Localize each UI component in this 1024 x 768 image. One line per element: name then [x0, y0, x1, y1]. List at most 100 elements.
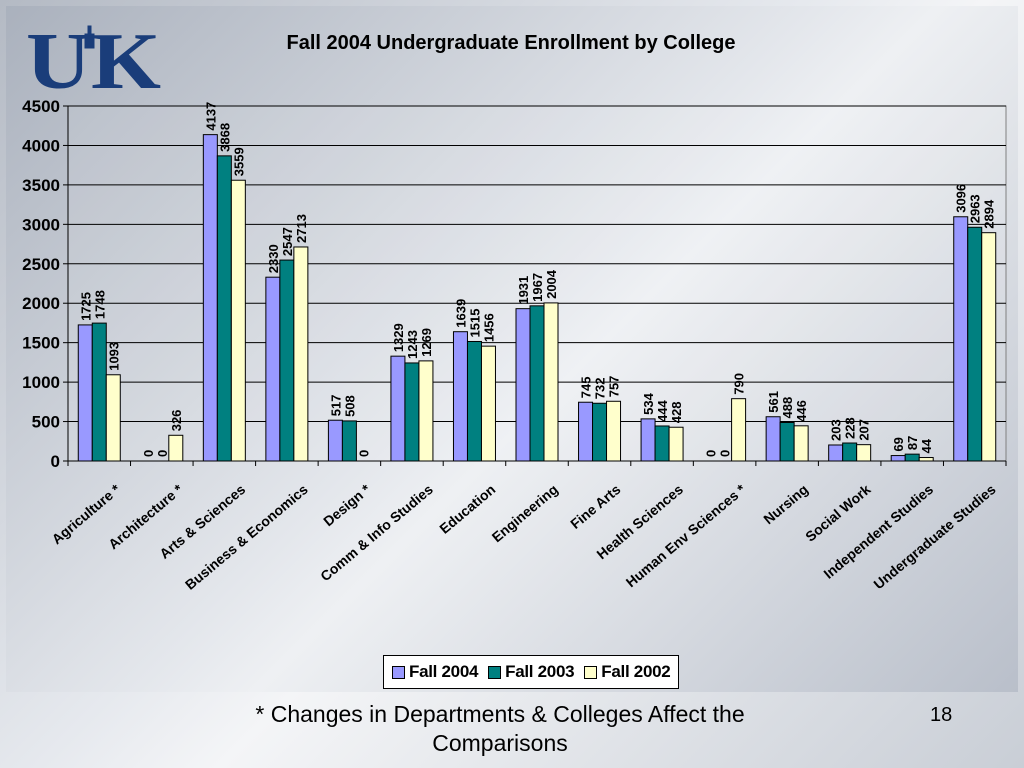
- x-tick-label: Human Env Sciences *: [623, 481, 749, 591]
- bar: [654, 425, 670, 462]
- data-label: 1515: [467, 309, 482, 338]
- bar: [529, 305, 545, 462]
- bar: [640, 418, 656, 462]
- legend-label: Fall 2004: [409, 662, 479, 681]
- y-tick-label: 1500: [22, 334, 60, 353]
- data-label: 444: [655, 400, 670, 422]
- bar: [890, 455, 906, 462]
- bar: [279, 259, 295, 462]
- y-tick-label: 500: [32, 413, 60, 432]
- data-label: 488: [780, 397, 795, 419]
- data-label: 1931: [516, 276, 531, 305]
- uk-logo: UK: [26, 24, 161, 94]
- bar: [592, 402, 608, 462]
- enrollment-chart: Fall 2004 Undergraduate Enrollment by Co…: [22, 32, 1007, 593]
- data-label: 87: [905, 436, 920, 450]
- bar: [981, 232, 997, 462]
- bar: [543, 302, 559, 462]
- data-label: 2547: [280, 227, 295, 256]
- page-number: 18: [930, 704, 953, 726]
- data-label: 534: [641, 392, 656, 414]
- data-label: 508: [342, 395, 357, 417]
- data-label: 0: [155, 450, 170, 457]
- legend-label: Fall 2003: [505, 662, 575, 681]
- y-tick-label: 0: [51, 452, 60, 471]
- data-label: 0: [141, 450, 156, 457]
- bar: [341, 420, 357, 462]
- data-label: 745: [579, 377, 594, 399]
- data-label: 790: [732, 373, 747, 395]
- y-tick-label: 1000: [22, 373, 60, 392]
- chart-title: Fall 2004 Undergraduate Enrollment by Co…: [286, 32, 735, 54]
- bar: [390, 355, 406, 462]
- bar: [578, 401, 594, 462]
- bar: [856, 444, 872, 462]
- data-label: 1967: [530, 273, 545, 302]
- bar: [452, 331, 468, 462]
- legend-label: Fall 2002: [601, 662, 671, 681]
- legend-item: Fall 2003: [488, 662, 575, 682]
- data-label: 1093: [106, 342, 121, 371]
- bar: [668, 426, 684, 462]
- bar: [515, 308, 531, 462]
- data-label: 757: [607, 376, 622, 398]
- legend-swatch: [488, 665, 502, 679]
- bar: [967, 226, 983, 462]
- bar: [404, 362, 420, 462]
- data-label: 3559: [231, 147, 246, 176]
- bar: [842, 442, 858, 462]
- bar: [793, 425, 809, 462]
- y-tick-label: 2500: [22, 255, 60, 274]
- data-label: 561: [766, 391, 781, 413]
- data-label: 732: [593, 378, 608, 400]
- data-label: 3096: [954, 184, 969, 213]
- chart-area: Fall 2004 Undergraduate Enrollment by Co…: [6, 6, 1018, 692]
- data-label: 207: [857, 419, 872, 441]
- x-tick-label: Engineering: [489, 481, 561, 545]
- bar: [828, 444, 844, 462]
- bar: [77, 324, 93, 462]
- y-tick-label: 4000: [22, 136, 60, 155]
- x-tick-label: Business & Economics: [182, 481, 311, 593]
- data-label: 203: [829, 419, 844, 441]
- data-label: 2894: [982, 199, 997, 229]
- y-tick-label: 3000: [22, 215, 60, 234]
- x-tick-label: Comm & Info Studies: [317, 481, 436, 584]
- x-tick-label: Education: [436, 481, 498, 537]
- data-label: 0: [356, 450, 371, 457]
- bar: [168, 434, 184, 462]
- bar: [418, 360, 434, 462]
- data-label: 4137: [203, 102, 218, 131]
- data-label: 326: [169, 410, 184, 432]
- x-tick-label: Nursing: [760, 481, 811, 527]
- data-label: 1639: [453, 299, 468, 328]
- bar: [731, 398, 747, 462]
- data-label: 1243: [405, 330, 420, 359]
- data-label: 2713: [294, 214, 309, 243]
- legend-item: Fall 2002: [584, 662, 671, 682]
- data-label: 2004: [544, 269, 559, 299]
- chart-legend: Fall 2004 Fall 2003 Fall 2002: [383, 655, 680, 689]
- bar: [327, 419, 343, 462]
- x-tick-label: Independent Studies: [820, 481, 936, 582]
- y-tick-label: 4500: [22, 97, 60, 116]
- bar: [765, 416, 781, 462]
- data-label: 517: [328, 395, 343, 417]
- bar: [293, 246, 309, 462]
- data-label: 3868: [217, 123, 232, 152]
- bar: [953, 216, 969, 462]
- data-label: 44: [919, 438, 934, 453]
- legend-swatch: [584, 665, 598, 679]
- bar: [230, 179, 246, 462]
- bar: [606, 400, 622, 462]
- bar: [480, 345, 496, 462]
- x-tick-label: Design *: [320, 481, 374, 530]
- data-label: 1329: [391, 323, 406, 352]
- data-label: 1456: [481, 313, 496, 342]
- data-label: 1725: [78, 292, 93, 321]
- y-tick-label: 2000: [22, 294, 60, 313]
- data-label: 228: [843, 417, 858, 439]
- y-tick-label: 3500: [22, 176, 60, 195]
- bar: [105, 374, 121, 462]
- bar: [202, 134, 218, 462]
